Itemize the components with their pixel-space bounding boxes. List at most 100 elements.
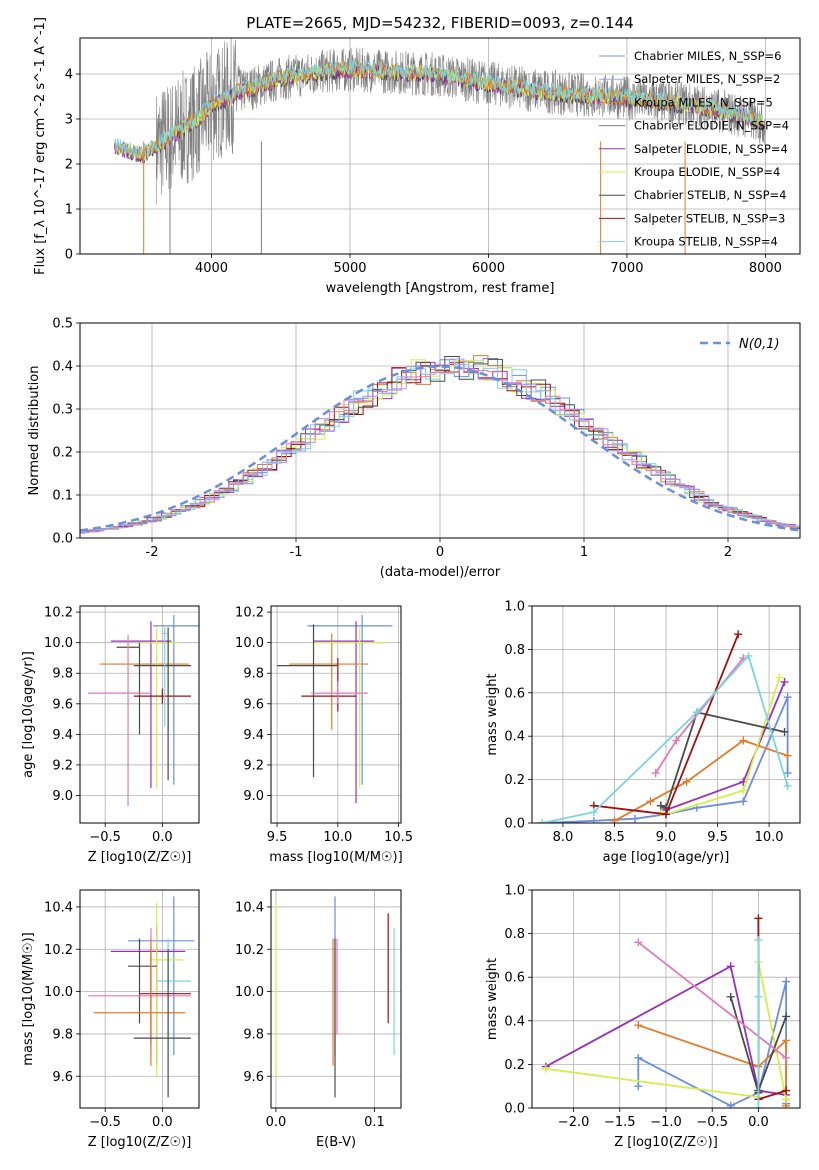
x-axis-label: E(B-V)	[316, 1135, 356, 1150]
x-tick-label: 0	[436, 545, 444, 560]
x-tick-label: −1.0	[650, 1115, 682, 1130]
y-tick-label: 9.6	[243, 1070, 264, 1085]
x-tick-label: 10.0	[323, 830, 352, 845]
model-spectrum	[114, 60, 763, 161]
y-tick-label: 0	[65, 248, 73, 263]
weight-line	[757, 918, 787, 1101]
y-tick-label: 2	[65, 158, 73, 173]
y-tick-label: 10.2	[235, 943, 264, 958]
error-bars	[88, 615, 199, 807]
weight-point	[589, 816, 598, 823]
x-tick-label: 2	[724, 545, 732, 560]
y-tick-label: 0.0	[504, 817, 525, 832]
weight-point	[782, 1012, 791, 1021]
y-tick-label: 0.6	[504, 971, 525, 986]
x-tick-label: 0.0	[152, 1115, 173, 1130]
weight-point	[783, 693, 792, 702]
weight-point	[754, 914, 763, 923]
y-tick-label: 3	[65, 113, 73, 128]
weight-point	[782, 977, 791, 986]
weight-point	[775, 673, 784, 682]
legend-label: Chabrier MILES, N_SSP=6	[634, 49, 781, 63]
y-axis-label: mass weight	[485, 958, 500, 1040]
residual-distribution-axes: -2 -1 0 1 2 0.0 0.1 0.2 0.3 0.4 0.5 (data-model)/er…	[27, 317, 800, 580]
weight-point	[662, 810, 670, 819]
error-bars	[88, 896, 195, 1098]
weight-point	[610, 816, 619, 823]
axes-frame	[79, 37, 801, 255]
axes-frame	[531, 605, 801, 824]
y-tick-label: 9.8	[243, 667, 264, 682]
y-tick-label: 10.4	[44, 900, 73, 915]
y-tick-label: 10.4	[235, 900, 264, 915]
x-tick-label: −0.5	[696, 1115, 728, 1130]
weight-point	[782, 1095, 791, 1104]
x-tick-label: 10.0	[755, 830, 784, 845]
weight-point	[739, 797, 748, 806]
y-axis-label: mass weight	[485, 673, 500, 755]
y-tick-label: 0.6	[504, 686, 525, 701]
weight-point	[783, 769, 792, 778]
x-tick-label: 10.5	[384, 830, 413, 845]
y-tick-label: 10.2	[235, 606, 264, 621]
y-tick-label: 0.2	[52, 446, 73, 461]
weight-point	[634, 1021, 643, 1030]
normal-curve	[80, 365, 800, 532]
y-axis-label: age [log10(age/yr)]	[21, 651, 36, 778]
weight-point	[782, 1086, 791, 1095]
y-tick-label: 9.0	[243, 789, 264, 804]
weight-point	[783, 751, 792, 760]
y-tick-label: 10.0	[44, 985, 73, 1000]
y-tick-label: 0.4	[504, 730, 525, 745]
weight-line	[637, 941, 787, 1059]
residual-histogram	[80, 358, 800, 534]
weight-point	[754, 936, 763, 945]
mass-weight-vs-Z-axes: −2.0 −1.5 −1.0 −0.5 0.0 0.0 0.2 0.4 0.6 0.8 1.0 Z […	[485, 884, 800, 1150]
chart-title: PLATE=2665, MJD=54232, FIBERID=0093, z=0…	[246, 14, 633, 32]
error-bars	[277, 615, 393, 804]
y-tick-label: 0.8	[504, 927, 525, 942]
weight-point	[754, 992, 763, 1001]
legend-label: Kroupa STELIB, N_SSP=4	[634, 235, 778, 249]
x-tick-label: 4000	[195, 261, 228, 276]
x-tick-label: 9.5	[707, 830, 728, 845]
x-tick-label: 8.5	[604, 830, 625, 845]
y-tick-label: 10.0	[235, 636, 264, 651]
y-tick-label: 9.0	[52, 789, 73, 804]
axes-frame	[270, 889, 402, 1109]
legend-label: Chabrier STELIB, N_SSP=4	[634, 188, 786, 202]
x-tick-label: 1	[580, 545, 588, 560]
weight-line	[614, 739, 788, 822]
weight-point	[538, 819, 547, 823]
mass-vs-Z-axes: −0.5 0.0 9.6 9.8 10.0 10.2 10.4 Z [log10(Z/Z☉)]…	[21, 890, 199, 1150]
x-tick-label: −1.5	[604, 1115, 636, 1130]
error-bars	[275, 896, 395, 1098]
x-tick-label: 9.0	[656, 830, 677, 845]
y-tick-label: 9.8	[52, 667, 73, 682]
y-tick-label: 9.6	[52, 697, 73, 712]
weight-line	[542, 654, 789, 823]
legend-label: Chabrier ELODIE, N_SSP=4	[634, 119, 789, 133]
model-spectrum	[114, 59, 763, 160]
weight-point	[682, 777, 691, 786]
y-tick-label: 0.0	[52, 532, 73, 547]
weight-point	[734, 630, 743, 639]
weight-point	[726, 992, 735, 1001]
weight-point	[744, 651, 753, 660]
weight-line	[660, 711, 785, 810]
y-tick-label: 9.8	[243, 1027, 264, 1042]
x-tick-label: 6000	[472, 261, 505, 276]
age-vs-mass-axes: 9.5 10.0 10.5 9.0 9.2 9.4 9.6 9.8 10.0 10.2 mass […	[235, 606, 413, 865]
spectrum-lines	[114, 38, 766, 254]
x-tick-label: 0.0	[152, 830, 173, 845]
weight-line	[542, 696, 789, 823]
y-tick-label: 10.0	[235, 985, 264, 1000]
weight-point	[634, 1053, 643, 1062]
x-axis-label: mass [log10(M/M☉)]	[269, 850, 402, 865]
y-tick-label: 9.6	[52, 1070, 73, 1085]
y-axis-label: Flux [f_λ 10^-17 erg cm^-2 s^-1 A^-1]	[33, 17, 48, 275]
weight-point	[672, 736, 681, 745]
x-tick-label: 9.5	[267, 830, 288, 845]
weight-point	[782, 1053, 791, 1062]
residual-histogram	[80, 363, 800, 534]
